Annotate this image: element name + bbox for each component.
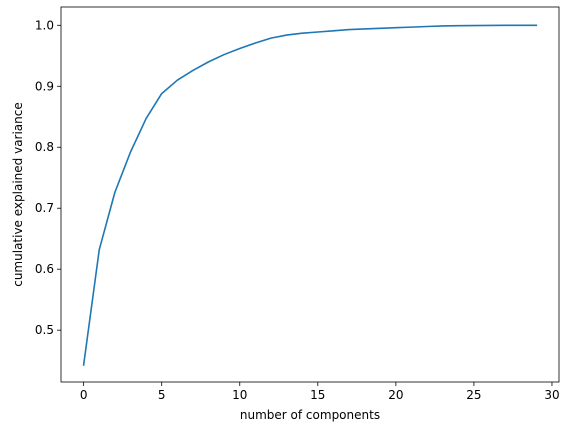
series-line bbox=[82, 24, 538, 366]
x-tick-label: 10 bbox=[232, 388, 247, 402]
y-tick-label: 0.6 bbox=[35, 262, 54, 276]
x-tick-label: 25 bbox=[466, 388, 481, 402]
y-axis-label: cumulative explained variance bbox=[11, 102, 25, 287]
y-tick-label: 1.0 bbox=[35, 18, 54, 32]
x-axis-ticks: 0 5 10 15 20 25 30 bbox=[80, 382, 560, 402]
y-tick-label: 0.5 bbox=[35, 323, 54, 337]
y-axis-ticks: 0.5 0.6 0.7 0.8 0.9 1.0 bbox=[35, 18, 61, 337]
x-tick-label: 0 bbox=[80, 388, 88, 402]
x-tick-label: 15 bbox=[310, 388, 325, 402]
x-tick-label: 20 bbox=[388, 388, 403, 402]
y-tick-label: 0.7 bbox=[35, 201, 54, 215]
plot-frame bbox=[60, 6, 560, 383]
y-tick-label: 0.8 bbox=[35, 140, 54, 154]
y-tick-label: 0.9 bbox=[35, 79, 54, 93]
plot-area bbox=[60, 6, 560, 383]
series-layer bbox=[82, 24, 538, 366]
x-axis-label: number of components bbox=[240, 408, 380, 422]
x-tick-label: 30 bbox=[544, 388, 559, 402]
x-tick-label: 5 bbox=[158, 388, 166, 402]
